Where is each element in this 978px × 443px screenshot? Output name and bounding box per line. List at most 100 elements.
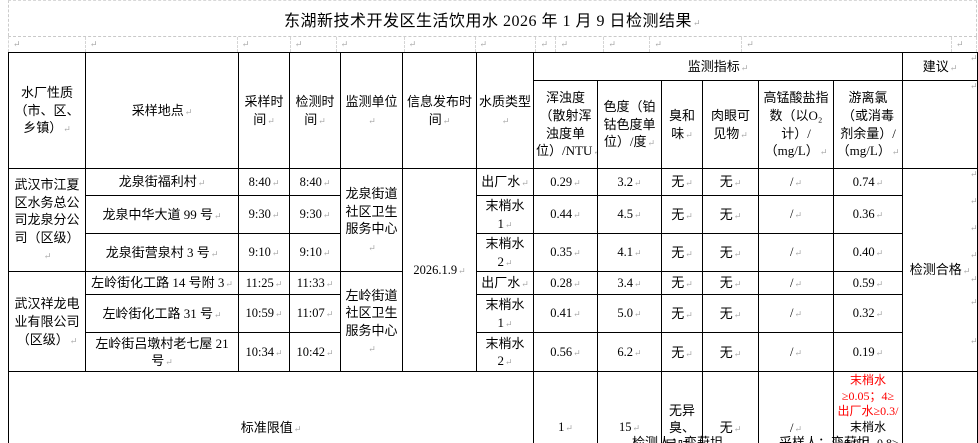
chroma-cell: 3.2 — [597, 168, 662, 196]
limits-odor-cell: 无异臭、异味 — [661, 371, 703, 443]
permanganate-cell: / — [758, 194, 834, 235]
chlorine-cell: 0.32 — [832, 294, 904, 334]
chroma-cell: 6.2 — [597, 332, 662, 373]
document-title: 东湖新技术开发区生活饮用水 2026 年 1 月 9 日检测结果 — [284, 7, 701, 31]
header-odor: 臭和味 — [661, 80, 703, 169]
chroma-cell: 4.5 — [597, 194, 662, 235]
visible-matter-value: 无 — [720, 245, 742, 260]
header-turbidity-label: 浑浊度（散射浑浊度单位）/NTU — [536, 90, 597, 159]
limits-chroma-value: 15 — [619, 420, 640, 434]
turbidity-cell: 0.44 — [533, 194, 598, 235]
odor-cell: 无 — [661, 332, 703, 373]
empty-table-row-with-paragraph-marks — [8, 36, 978, 52]
turbidity-cell: 0.29 — [533, 168, 598, 196]
visible-matter-value: 无 — [720, 306, 742, 321]
chlorine-cell: 0.19 — [832, 332, 904, 373]
paragraph-mark-icon — [604, 37, 651, 52]
test-time-cell: 9:30 — [289, 194, 341, 235]
table-row: 龙泉街营泉村 3 号 9:10 9:10 末梢水 2 0.35 4.1 无 无 … — [9, 233, 978, 273]
header-suggestion-label: 建议 — [923, 59, 958, 74]
limits-permanganate-value: / — [790, 420, 802, 435]
suggestion-cell: 检测合格 — [902, 167, 978, 373]
header-indicators-group: 监测指标 — [532, 52, 904, 81]
table-row: 武汉祥龙电业有限公司（区级） 左岭街化工路 14 号附 3 11:25 11:3… — [8, 271, 978, 373]
header-suggestion-empty-cell — [902, 80, 978, 169]
odor-cell: 无 — [661, 194, 703, 235]
signature-line: 检测人：变葑坦 采样人：变葑坦 — [632, 432, 870, 443]
header-publish-time: 信息发布时间 — [402, 52, 477, 169]
water-type-cell: 末梢水 1 — [476, 194, 534, 235]
permanganate-value: / — [790, 306, 802, 320]
water-type-cell: 出厂水 — [476, 271, 534, 296]
turbidity-value: 0.41 — [550, 306, 580, 320]
limits-chlorine-cell: 末梢水≥0.05；4≥出厂水≥0.3/末梢水≥0.02；0.8≥出厂水≥0.1 — [832, 371, 904, 443]
turbidity-cell: 0.35 — [533, 233, 598, 273]
tester-name: 检测人：变葑坦 — [632, 435, 724, 443]
water-test-results-table: 水厂性质（市、区、乡镇） 采样地点 采样时间 检测时间 监测单位 信息发布时间 … — [8, 52, 978, 443]
chlorine-cell: 0.59 — [832, 271, 904, 296]
header-test-time: 检测时间 — [289, 52, 341, 169]
header-odor-label: 臭和味 — [669, 108, 695, 141]
plant-name: 武汉祥龙电业有限公司（区级） — [14, 296, 79, 346]
chlorine-value: 0.36 — [853, 207, 883, 221]
table-row: 龙泉中华大道 99 号 9:30 9:30 末梢水 1 0.44 4.5 无 无… — [9, 194, 978, 235]
sample-time-value: 9:30 — [249, 207, 280, 221]
test-time-value: 8:40 — [300, 175, 331, 189]
end-of-row-mark-icon: ↵ — [970, 336, 978, 346]
header-chroma: 色度（铂钴色度单位）/度 — [597, 80, 662, 169]
end-of-row-mark-icon: ↵ — [970, 250, 978, 260]
permanganate-cell: / — [758, 271, 834, 296]
paragraph-mark-icon — [337, 37, 405, 52]
water-type-cell: 末梢水 1 — [476, 294, 534, 334]
plant-cell: 武汉市江夏区水务总公司龙泉分公司（区级） — [8, 167, 86, 273]
end-of-row-mark-icon: ↵ — [970, 297, 978, 307]
header-plant-label: 水厂性质（市、区、乡镇） — [14, 85, 79, 136]
visible-matter-value: 无 — [720, 174, 742, 189]
header-permanganate-label: 高锰酸盐指数（以O₂计）/（mg/L） — [763, 90, 828, 159]
monitor-unit-cell: 龙泉街道社区卫生服务中心 — [340, 167, 403, 273]
plant-cell: 武汉祥龙电业有限公司（区级） — [8, 271, 86, 373]
visible-matter-cell: 无 — [702, 271, 759, 296]
test-time-value: 11:33 — [297, 276, 334, 290]
sample-time-value: 9:10 — [249, 245, 280, 259]
visible-matter-cell: 无 — [702, 332, 759, 373]
limits-row: 标准限值 1 15 无异臭、异味 无 / 末梢水≥0.05；4≥出厂水≥0.3/… — [8, 371, 978, 443]
odor-cell: 无 — [661, 271, 703, 296]
table-row: 武汉市江夏区水务总公司龙泉分公司（区级） 龙泉街福利村 8:40 8:40 龙泉… — [8, 167, 978, 373]
odor-cell: 无 — [661, 294, 703, 334]
test-time-cell: 11:33 — [289, 271, 341, 296]
permanganate-value: / — [790, 276, 802, 290]
chlorine-value: 0.32 — [853, 306, 883, 320]
header-visible-matter-label: 肉眼可见物 — [711, 108, 750, 141]
chlorine-cell: 0.36 — [832, 194, 904, 235]
visible-matter-value: 无 — [720, 275, 742, 290]
chlorine-value: 0.40 — [853, 245, 883, 259]
odor-value: 无 — [671, 245, 693, 260]
odor-value: 无 — [671, 275, 693, 290]
chlorine-value: 0.74 — [853, 175, 883, 189]
turbidity-value: 0.44 — [550, 207, 580, 221]
chlorine-cell: 0.74 — [832, 168, 904, 196]
turbidity-value: 0.56 — [550, 345, 580, 359]
end-of-row-mark-icon: ↵ — [970, 53, 978, 63]
visible-matter-cell: 无 — [702, 194, 759, 235]
header-turbidity: 浑浊度（散射浑浊度单位）/NTU — [533, 80, 598, 169]
turbidity-value: 0.29 — [550, 175, 580, 189]
sample-time-value: 10:34 — [245, 345, 282, 359]
location-value: 左岭街化工路 31 号 — [102, 306, 221, 321]
header-water-type-label: 水质类型 — [479, 94, 531, 127]
permanganate-cell: / — [758, 233, 834, 273]
limits-chlorine-red-text: 末梢水≥0.05；4≥出厂水≥0.3/ — [837, 373, 899, 419]
sample-time-cell: 10:59 — [238, 294, 290, 334]
chroma-cell: 4.1 — [597, 233, 662, 273]
limits-chlorine-black-text: 末梢水≥0.02；0.8≥出厂水≥0.1 — [837, 420, 898, 443]
visible-matter-cell: 无 — [702, 294, 759, 334]
end-of-row-mark-icon: ↵ — [970, 169, 978, 179]
table-row: 左岭街吕墩村老七屋 21 号 10:34 10:42 末梢水 2 0.56 6.… — [9, 332, 978, 373]
test-time-value: 11:07 — [297, 306, 334, 320]
sample-time-cell: 9:30 — [238, 194, 290, 235]
header-location: 采样地点 — [85, 52, 239, 169]
header-row-top: 水厂性质（市、区、乡镇） 采样地点 采样时间 检测时间 监测单位 信息发布时间 … — [8, 52, 978, 169]
odor-value: 无 — [671, 207, 693, 222]
end-of-row-mark-icon: ↵ — [970, 274, 978, 284]
